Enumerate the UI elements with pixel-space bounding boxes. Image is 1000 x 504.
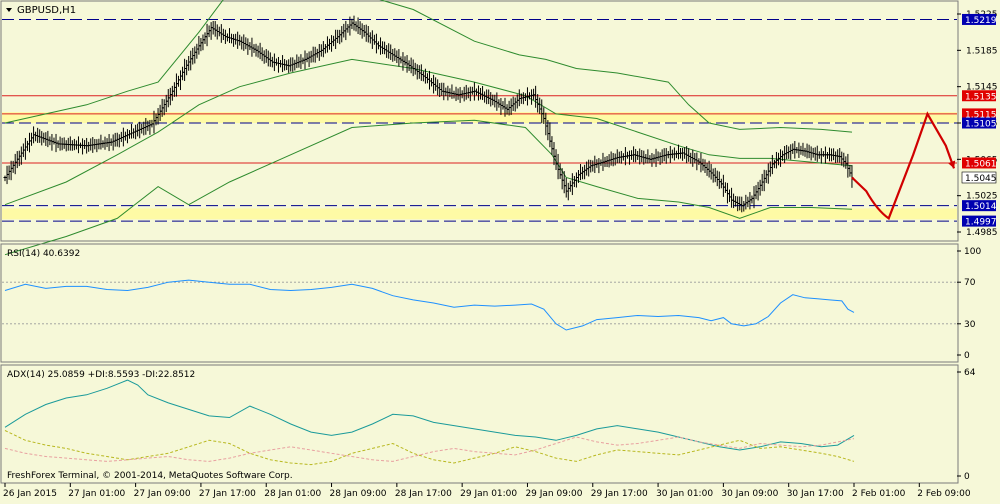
- adx-tick-label: 0: [964, 472, 970, 482]
- time-tick-label: 2 Feb 01:00: [852, 489, 906, 499]
- time-tick-label: 28 Jan 01:00: [264, 489, 321, 499]
- bollinger-bands: [4, 0, 853, 256]
- rsi-tick-label: 100: [964, 247, 981, 257]
- support-resistance-zone: [2, 208, 957, 220]
- level-label-text: 1.5061: [965, 159, 997, 169]
- adx-main-line: [4, 379, 855, 451]
- level-label-1.5115[interactable]: 1.5115: [962, 108, 997, 120]
- copyright-text: FreshForex Terminal, © 2001-2014, MetaQu…: [7, 471, 293, 481]
- time-tick-label: 26 Jan 2015: [3, 489, 57, 499]
- di-plus-line: [4, 430, 855, 466]
- time-tick-label: 2 Feb 09:00: [917, 489, 971, 499]
- time-axis: 26 Jan 2015 27 Jan 01:00 27 Jan 09:00 27 Ja…: [3, 483, 971, 499]
- price-bars: [3, 15, 854, 213]
- price-tick-label: 1.5185: [966, 46, 998, 56]
- symbol-title[interactable]: GBPUSD,H1: [6, 5, 76, 16]
- support-resistance-zone: [2, 112, 957, 123]
- level-label-text: 1.5115: [965, 110, 997, 120]
- time-tick-label: 29 Jan 01:00: [460, 489, 517, 499]
- price-panel[interactable]: 1.52251.51851.51451.51051.50651.50251.49…: [0, 0, 998, 256]
- adx-panel[interactable]: 64 0 ADX(14) 25.0859 +DI:8.5593 -DI:22.85…: [0, 364, 976, 484]
- dropdown-triangle-icon[interactable]: [6, 8, 12, 12]
- level-label-box: [962, 108, 996, 120]
- time-tick-label: 29 Jan 17:00: [591, 489, 648, 499]
- forecast-path: [851, 111, 956, 221]
- time-tick-label: 30 Jan 09:00: [721, 489, 778, 499]
- level-label-text: 1.5219: [965, 16, 997, 26]
- rsi-axis: 100 70 30 0: [957, 247, 981, 361]
- level-label-text: 1.4997: [965, 218, 997, 228]
- symbol-title-text: GBPUSD,H1: [17, 5, 76, 16]
- bollinger-upper-line: [4, 0, 853, 133]
- level-label-text: 1.5045: [965, 174, 997, 184]
- adx-axis: 64 0: [957, 368, 976, 482]
- rsi-tick-label: 70: [964, 278, 976, 288]
- price-tick-label: 1.5025: [966, 192, 998, 202]
- level-label-box: [962, 117, 996, 129]
- level-label-box: [961, 171, 997, 184]
- time-tick-label: 29 Jan 09:00: [525, 489, 582, 499]
- adx-lines: [4, 379, 855, 466]
- rsi-tick-label: 30: [964, 320, 976, 330]
- level-label-1.5105[interactable]: 1.5105: [962, 117, 997, 130]
- level-label-1.5014[interactable]: 1.5014: [962, 200, 997, 212]
- level-label-box: [962, 200, 996, 212]
- level-label-box: [962, 215, 996, 227]
- bollinger-middle-line: [4, 58, 853, 206]
- price-tick-label: 1.5145: [966, 83, 998, 93]
- forecast-arrowhead-icon: [948, 160, 956, 169]
- level-label-1.4997[interactable]: 1.4997: [962, 215, 997, 228]
- adx-title: ADX(14) 25.0859 +DI:8.5593 -DI:22.8512: [7, 370, 195, 380]
- level-label-1.5219[interactable]: 1.5219: [962, 13, 997, 26]
- time-tick-label: 28 Jan 17:00: [395, 489, 452, 499]
- time-tick-label: 30 Jan 01:00: [656, 489, 713, 499]
- bollinger-lower-line: [4, 119, 853, 256]
- level-label-text: 1.5014: [965, 202, 997, 212]
- rsi-levels: [2, 281, 957, 325]
- rsi-title: RSI(14) 40.6392: [7, 249, 80, 259]
- level-label-1.5045[interactable]: 1.5045: [961, 171, 997, 184]
- adx-tick-label: 64: [964, 368, 976, 378]
- level-label-text: 1.5105: [965, 120, 997, 130]
- rsi-tick-label: 0: [964, 351, 970, 361]
- rsi-line: [4, 279, 855, 331]
- time-tick-label: 28 Jan 09:00: [330, 489, 387, 499]
- time-tick-label: 27 Jan 01:00: [68, 489, 125, 499]
- rsi-series-line: [4, 279, 855, 331]
- time-tick-label: 30 Jan 17:00: [787, 489, 844, 499]
- time-tick-label: 27 Jan 17:00: [199, 489, 256, 499]
- level-label-text: 1.5135: [965, 92, 997, 102]
- level-label-1.5135[interactable]: 1.5135: [962, 90, 997, 102]
- level-label-1.5061[interactable]: 1.5061: [962, 157, 997, 169]
- rsi-panel[interactable]: 100 70 30 0 RSI(14) 40.6392: [0, 243, 981, 363]
- level-label-box: [962, 13, 996, 25]
- level-label-box: [962, 157, 996, 169]
- horizontal-levels: [2, 18, 957, 222]
- level-label-box: [962, 90, 996, 102]
- highlight-zones: [2, 112, 957, 220]
- time-tick-label: 27 Jan 09:00: [134, 489, 191, 499]
- forecast-arrow: [851, 111, 956, 221]
- price-tick-label: 1.4985: [966, 228, 998, 238]
